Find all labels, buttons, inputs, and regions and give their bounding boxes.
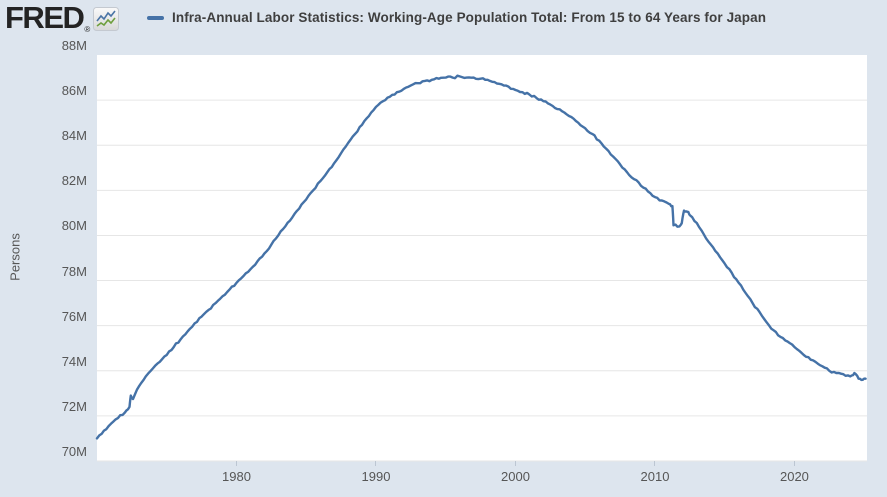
y-axis-tick-label: 72M xyxy=(61,398,87,414)
chart-canvas[interactable] xyxy=(95,55,867,462)
x-axis-tick-label: 2000 xyxy=(501,469,530,484)
y-axis-tick-label: 88M xyxy=(61,38,87,53)
plot-area[interactable] xyxy=(95,55,867,462)
chart-header: FRED ® Infra-Annual Labor Statistics: Wo… xyxy=(0,0,887,38)
x-axis-tick-label: 1990 xyxy=(361,469,391,484)
y-axis-tick-label: 70M xyxy=(61,444,87,459)
y-axis-tick-label: 78M xyxy=(61,263,87,279)
x-axis-tick-mark xyxy=(793,461,795,466)
chart-legend-title: Infra-Annual Labor Statistics: Working-A… xyxy=(172,10,767,25)
legend-line-swatch xyxy=(147,16,164,20)
y-axis-tick-label: 84M xyxy=(61,128,87,144)
x-axis-tick-label: 2020 xyxy=(779,469,809,484)
y-axis-tick-label: 80M xyxy=(61,218,87,234)
fred-logo-link[interactable]: FRED ® xyxy=(5,0,120,36)
y-axis-tick-label: 86M xyxy=(61,83,87,99)
x-axis-tick-label: 1980 xyxy=(222,469,251,484)
x-axis-tick-mark xyxy=(235,461,237,466)
x-axis-tick-label: 2010 xyxy=(640,469,670,484)
x-axis-tick-mark xyxy=(375,461,377,466)
fred-logo-text: FRED xyxy=(5,0,85,35)
fred-sparkline-icon xyxy=(93,7,120,36)
series-line xyxy=(95,74,867,440)
y-axis-tick-label: 76M xyxy=(61,308,87,324)
x-axis-tick-mark xyxy=(654,461,656,466)
y-axis-tick-label: 82M xyxy=(61,173,87,189)
registered-trademark: ® xyxy=(84,25,91,34)
x-axis-tick-mark xyxy=(514,461,516,466)
y-axis-title: Persons xyxy=(7,233,23,281)
y-axis-tick-label: 74M xyxy=(61,353,87,369)
